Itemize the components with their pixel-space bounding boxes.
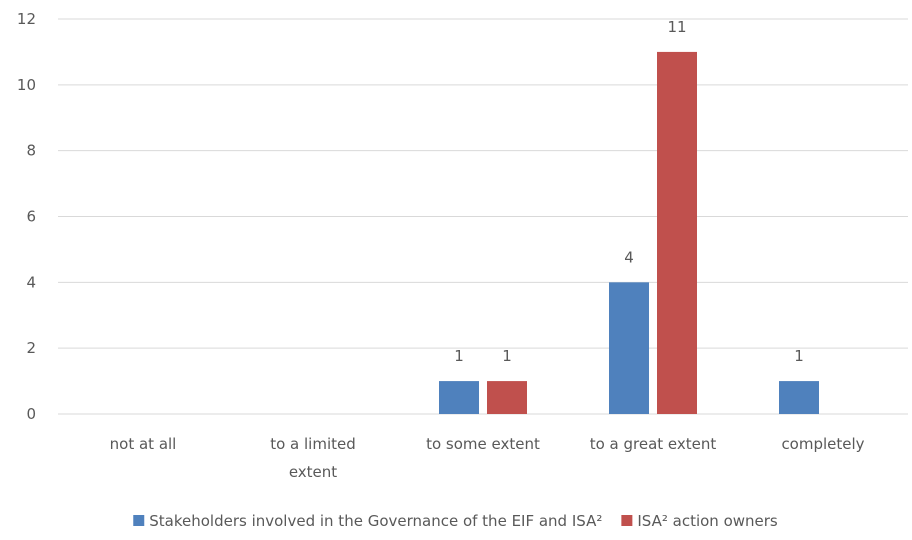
bars: [439, 51, 819, 415]
data-label: 11: [667, 18, 686, 36]
y-axis-ticks: 0 2 4 6 8 10 12: [17, 10, 36, 423]
gridlines: [58, 18, 908, 415]
category-label: not at all: [110, 435, 177, 453]
category-label: extent: [289, 463, 337, 481]
legend-swatch: [621, 515, 633, 526]
y-tick-label: 8: [26, 142, 36, 160]
category-label: to a limited: [270, 435, 356, 453]
x-axis-categories: not at all to a limited extent to some exte…: [110, 435, 865, 481]
data-label: 1: [794, 347, 804, 365]
y-tick-label: 2: [26, 339, 36, 357]
legend-swatch: [133, 515, 145, 526]
data-label: 1: [454, 347, 464, 365]
category-label: to some extent: [426, 435, 540, 453]
bar: [439, 381, 479, 414]
bar: [779, 381, 819, 414]
category-label: to a great extent: [590, 435, 717, 453]
y-tick-label: 10: [17, 76, 36, 94]
legend-label: Stakeholders involved in the Governance …: [149, 512, 602, 530]
category-label: completely: [781, 435, 864, 453]
y-tick-label: 4: [26, 273, 36, 291]
y-tick-label: 0: [26, 405, 36, 423]
bar: [487, 381, 527, 414]
data-label: 4: [624, 248, 634, 266]
bar: [609, 282, 649, 414]
y-tick-label: 6: [26, 208, 36, 226]
legend: Stakeholders involved in the Governance …: [133, 512, 778, 530]
legend-label: ISA² action owners: [637, 512, 778, 530]
data-label: 1: [502, 347, 512, 365]
y-tick-label: 12: [17, 10, 36, 28]
bar: [657, 51, 697, 415]
